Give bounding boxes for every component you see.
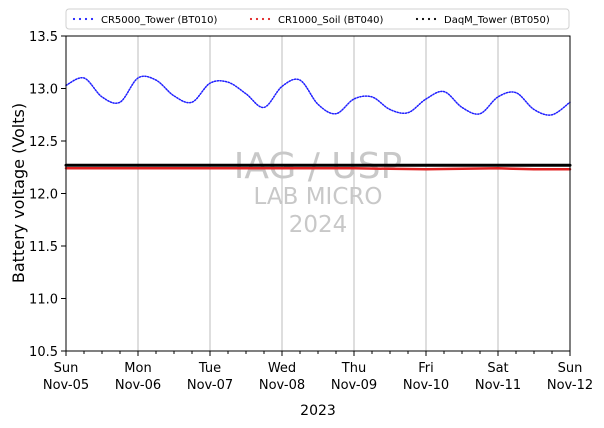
legend-marker-2 [421,17,425,21]
legend-marker-1 [267,17,271,21]
watermark-line-3: 2024 [289,212,348,238]
y-axis: 10.5 11.0 11.5 12.0 12.5 13.0 13.5 [29,30,66,360]
x-tick-label-day: Fri [418,361,434,376]
y-tick-label: 12.0 [29,188,58,203]
x-tick-label-day: Mon [124,361,151,376]
legend-marker-0 [78,17,82,21]
series-cr5000-tower [65,75,571,116]
legend-marker-2 [415,17,419,21]
legend-marker-1 [255,17,259,21]
x-tick-label-date: Nov-11 [475,378,521,393]
legend-marker-1 [261,17,265,21]
x-tick-label-date: Nov-12 [547,378,593,393]
watermark: IAG / USP LAB MICRO 2024 [234,146,402,238]
series-layer [64,75,572,171]
x-axis: Sun Nov-05 Mon Nov-06 Tue Nov-07 Wed Nov-08 Thu N… [43,351,593,393]
watermark-line-2: LAB MICRO [254,184,383,210]
legend-marker-2 [433,17,437,21]
legend-label: CR5000_Tower (BT010) [101,15,217,26]
legend: CR5000_Tower (BT010) CR1000_Soil (BT040) D… [65,8,570,30]
y-tick-label: 13.0 [29,83,58,98]
y-tick-label: 12.5 [29,135,58,150]
x-tick-label-day: Sun [558,361,583,376]
x-tick-label-day: Sat [487,361,508,376]
x-tick-label-date: Nov-05 [43,378,89,393]
legend-box [65,8,570,30]
vertical-gridlines [137,36,499,351]
legend-marker-0 [90,17,94,21]
legend-marker-0 [72,17,76,21]
legend-marker-1 [249,17,253,21]
y-axis-label: Battery voltage (Volts) [9,103,28,283]
y-tick-label: 10.5 [29,345,58,360]
legend-label: DaqM_Tower (BT050) [444,15,550,26]
x-tick-label-day: Wed [268,361,296,376]
x-tick-label-day: Thu [341,361,366,376]
legend-marker-0 [84,17,88,21]
x-tick-label-date: Nov-10 [403,378,449,393]
legend-marker-2 [427,17,431,21]
x-tick-label-date: Nov-08 [259,378,305,393]
x-tick-label-date: Nov-09 [331,378,377,393]
y-tick-label: 13.5 [29,30,58,45]
series-cr1000-soil [64,167,572,171]
y-tick-label: 11.5 [29,240,58,255]
y-tick-label: 11.0 [29,293,58,308]
x-tick-label-day: Tue [198,361,221,376]
x-tick-label-date: Nov-07 [187,378,233,393]
legend-label: CR1000_Soil (BT040) [278,15,384,26]
x-tick-label-day: Sun [54,361,79,376]
x-tick-label-date: Nov-06 [115,378,161,393]
x-axis-label: 2023 [300,403,336,419]
